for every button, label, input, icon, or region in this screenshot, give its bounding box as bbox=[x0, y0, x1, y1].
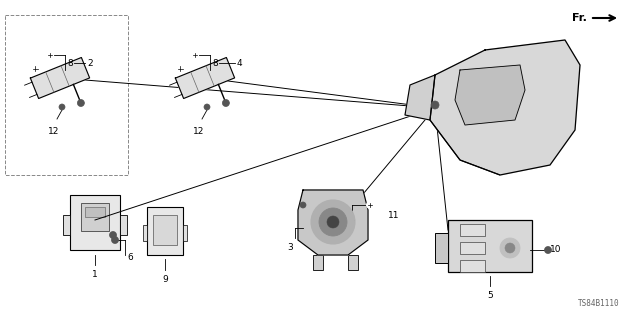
Polygon shape bbox=[30, 57, 90, 99]
Text: 8: 8 bbox=[67, 58, 73, 68]
Bar bbox=[435, 233, 448, 263]
Circle shape bbox=[77, 100, 84, 107]
Bar bbox=[348, 255, 358, 270]
Bar bbox=[470, 85, 510, 99]
Text: 9: 9 bbox=[162, 275, 168, 284]
Text: Fr.: Fr. bbox=[572, 13, 587, 23]
Circle shape bbox=[505, 243, 515, 253]
Circle shape bbox=[222, 100, 229, 107]
Bar bbox=[460, 242, 485, 254]
Polygon shape bbox=[175, 57, 235, 99]
Text: 12: 12 bbox=[48, 127, 60, 136]
Bar bbox=[81, 203, 109, 231]
Text: 10: 10 bbox=[550, 246, 561, 255]
Circle shape bbox=[47, 51, 54, 58]
Bar bbox=[63, 215, 70, 235]
Circle shape bbox=[204, 104, 210, 110]
Text: 1: 1 bbox=[92, 270, 98, 279]
Circle shape bbox=[59, 104, 65, 110]
Bar bbox=[470, 125, 510, 139]
Text: 5: 5 bbox=[487, 291, 493, 300]
Circle shape bbox=[31, 65, 39, 73]
Bar bbox=[460, 260, 485, 272]
Bar bbox=[120, 215, 127, 235]
Bar bbox=[147, 207, 183, 255]
Text: TS84B1110: TS84B1110 bbox=[579, 299, 620, 308]
Text: 6: 6 bbox=[127, 254, 132, 263]
Polygon shape bbox=[405, 75, 435, 120]
Circle shape bbox=[319, 208, 347, 236]
Circle shape bbox=[111, 236, 118, 243]
Text: 7: 7 bbox=[349, 220, 355, 229]
Polygon shape bbox=[430, 40, 580, 175]
Circle shape bbox=[300, 202, 306, 208]
Text: 12: 12 bbox=[193, 127, 205, 136]
Circle shape bbox=[109, 232, 116, 239]
Bar bbox=[85, 207, 105, 217]
Bar bbox=[448, 220, 532, 272]
Circle shape bbox=[176, 65, 184, 73]
Bar bbox=[470, 105, 510, 119]
Circle shape bbox=[367, 202, 374, 209]
Circle shape bbox=[431, 101, 439, 109]
Circle shape bbox=[545, 247, 552, 254]
Circle shape bbox=[327, 216, 339, 228]
Circle shape bbox=[311, 200, 355, 244]
Bar bbox=[183, 225, 187, 241]
Circle shape bbox=[191, 51, 198, 58]
Bar bbox=[70, 195, 120, 250]
Text: 8: 8 bbox=[212, 58, 218, 68]
Text: 11: 11 bbox=[388, 211, 399, 219]
Bar bbox=[460, 224, 485, 236]
Text: 3: 3 bbox=[287, 243, 293, 252]
Bar bbox=[5, 15, 128, 175]
Text: 4: 4 bbox=[237, 58, 243, 68]
Text: 2: 2 bbox=[87, 58, 93, 68]
Bar bbox=[153, 215, 177, 245]
Circle shape bbox=[500, 238, 520, 258]
Bar bbox=[143, 225, 147, 241]
Polygon shape bbox=[298, 190, 368, 255]
Polygon shape bbox=[455, 65, 525, 125]
Bar bbox=[313, 255, 323, 270]
